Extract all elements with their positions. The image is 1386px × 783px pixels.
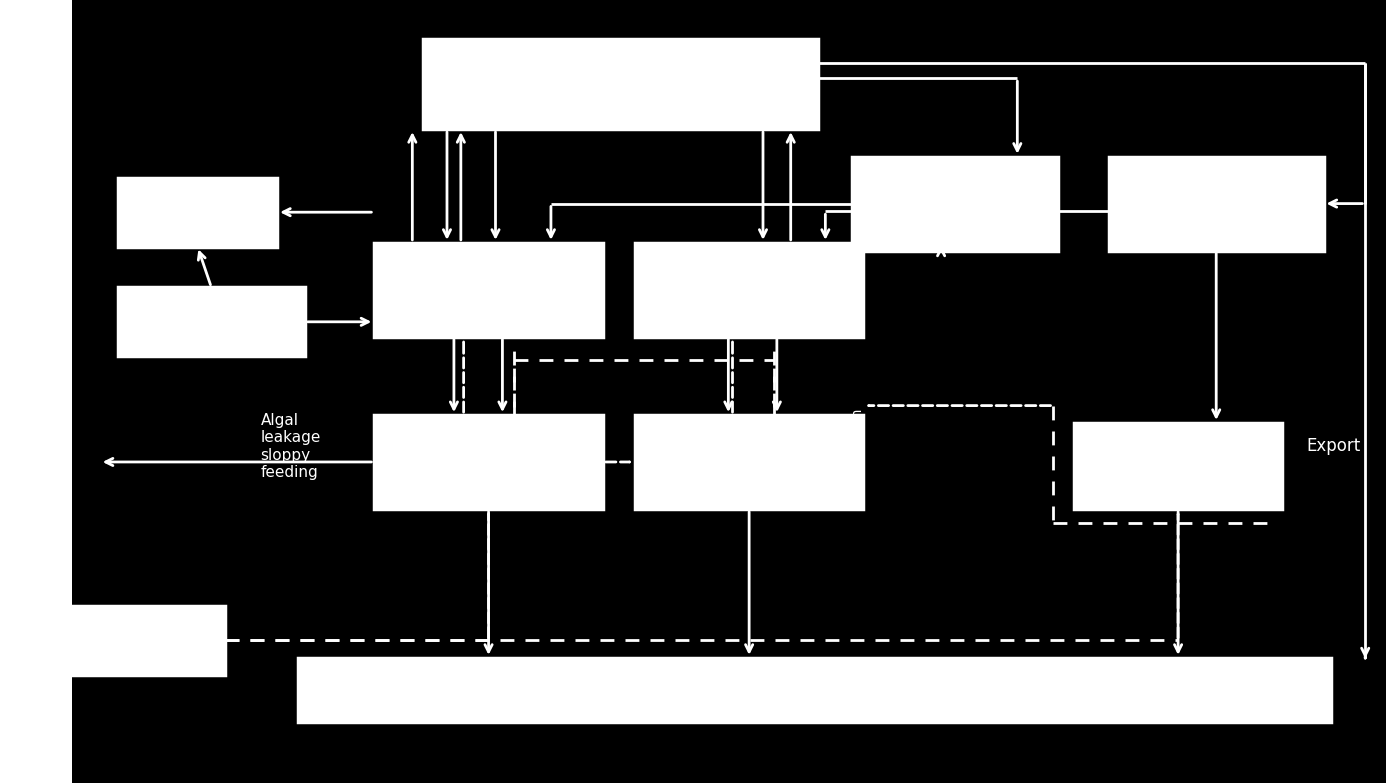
FancyBboxPatch shape [374,415,603,509]
FancyBboxPatch shape [635,415,863,509]
FancyBboxPatch shape [374,243,603,337]
FancyBboxPatch shape [635,243,863,337]
Text: Algal
leakage
sloppy
feeding: Algal leakage sloppy feeding [261,413,322,480]
Text: Respiration: Respiration [850,407,863,485]
FancyBboxPatch shape [44,606,225,675]
Text: HNANO: HNANO [161,204,236,221]
FancyBboxPatch shape [423,39,818,129]
FancyBboxPatch shape [1074,423,1282,509]
FancyBboxPatch shape [0,0,72,783]
Text: Fish farm
effluent: Fish farm effluent [100,624,169,657]
FancyBboxPatch shape [118,287,305,356]
FancyBboxPatch shape [118,178,277,247]
Text: Export: Export [1306,438,1361,455]
FancyBboxPatch shape [298,658,1331,722]
Text: Bacteria: Bacteria [170,313,254,330]
FancyBboxPatch shape [1109,157,1324,251]
FancyBboxPatch shape [852,157,1058,251]
